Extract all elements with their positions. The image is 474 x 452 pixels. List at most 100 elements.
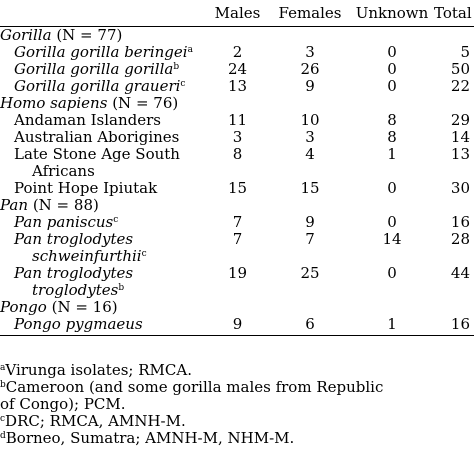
- males-cell: 15: [227, 179, 248, 197]
- total-cell: 44: [450, 264, 470, 282]
- taxon-label: Andaman Islanders: [0, 112, 205, 129]
- group-label: Pan (N = 88): [0, 197, 474, 214]
- footnote-line: of Congo); PCM.: [0, 396, 474, 413]
- taxon-label: Australian Aborigines: [0, 129, 205, 146]
- total-cell: 5: [460, 43, 470, 61]
- total-cell: 28: [450, 230, 470, 248]
- footnote: dBorneo, Sumatra; AMNH-M, NHM-M.: [0, 430, 474, 447]
- footnote: cDRC; RMCA, AMNH-M.: [0, 413, 474, 430]
- table-row: Pongo pygmaeus 9 6 1 16: [0, 316, 474, 336]
- group-count: (N = 77): [56, 26, 123, 44]
- footnote-marker: b: [118, 283, 125, 293]
- taxon-label: Gorilla gorilla beringeia: [0, 44, 205, 61]
- table-row: Andaman Islanders 11 10 8 29: [0, 112, 474, 129]
- taxon-name: Late Stone Age South: [14, 145, 180, 163]
- genus-name: Pongo: [0, 298, 47, 316]
- table-row: Late Stone Age South Africans 8 4 1 13: [0, 146, 474, 180]
- header-blank: [0, 0, 205, 27]
- males-cell: 9: [232, 315, 243, 333]
- females-cell: 26: [300, 60, 320, 78]
- group-label: Pongo (N = 16): [0, 299, 474, 316]
- footnote: bCameroon (and some gorilla males from R…: [0, 379, 474, 413]
- taxon-label: Gorilla gorilla graueric: [0, 78, 205, 95]
- unknown-cell: 1: [387, 315, 397, 333]
- males-cell: 3: [232, 128, 243, 146]
- footnote-marker: c: [141, 249, 147, 259]
- unknown-cell: 0: [387, 43, 397, 61]
- males-cell: 13: [227, 77, 248, 95]
- females-cell: 9: [305, 213, 315, 231]
- footnote-text: DRC; RMCA, AMNH-M.: [5, 412, 186, 430]
- unknown-cell: 1: [387, 145, 397, 163]
- males-cell: 8: [232, 145, 243, 163]
- table-row: Point Hope Ipiutak 15 15 0 30: [0, 180, 474, 197]
- header-row: Males Females Unknown Total: [0, 0, 474, 27]
- table-row: Gorilla gorilla gorillab 24 26 0 50: [0, 61, 474, 78]
- males-cell: 7: [232, 213, 243, 231]
- header-unknown: Unknown: [355, 3, 429, 22]
- females-cell: 25: [300, 264, 320, 282]
- unknown-cell: 14: [382, 230, 402, 248]
- females-cell: 9: [305, 77, 315, 95]
- header-total: Total: [434, 3, 472, 22]
- taxon-name: Pongo pygmaeus: [14, 315, 143, 333]
- taxon-name: Gorilla gorilla beringei: [14, 43, 188, 61]
- group-count: (N = 76): [112, 94, 179, 112]
- males-cell: 19: [227, 264, 248, 282]
- total-cell: 13: [450, 145, 470, 163]
- table-row: Pan troglodytes troglodytesb 19 25 0 44: [0, 265, 474, 299]
- unknown-cell: 0: [387, 213, 397, 231]
- footnote-line: cDRC; RMCA, AMNH-M.: [0, 413, 474, 430]
- group-row: Gorilla (N = 77): [0, 27, 474, 45]
- unknown-cell: 8: [387, 128, 397, 146]
- footnote-line: dBorneo, Sumatra; AMNH-M, NHM-M.: [0, 430, 474, 447]
- females-cell: 15: [300, 179, 320, 197]
- footnote-marker: a: [187, 45, 193, 55]
- footnote-line: bCameroon (and some gorilla males from R…: [0, 379, 474, 396]
- males-cell: 24: [227, 60, 248, 78]
- unknown-cell: 8: [387, 111, 397, 129]
- table-row: Australian Aborigines 3 3 8 14: [0, 129, 474, 146]
- table-body: Gorilla (N = 77) Gorilla gorilla beringei…: [0, 27, 474, 336]
- taxon-name: Pan troglodytes: [14, 264, 134, 282]
- taxon-label: Gorilla gorilla gorillab: [0, 61, 205, 78]
- genus-name: Gorilla: [0, 26, 52, 44]
- table-row: Gorilla gorilla beringeia 2 3 0 5: [0, 44, 474, 61]
- total-cell: 30: [450, 179, 470, 197]
- total-cell: 16: [450, 315, 470, 333]
- taxon-name-continued: troglodytes: [32, 281, 119, 299]
- footnote-mark: c: [0, 414, 6, 424]
- total-cell: 16: [450, 213, 470, 231]
- table-row: Pan paniscusc 7 9 0 16: [0, 214, 474, 231]
- footnote-mark: a: [0, 363, 6, 373]
- group-count: (N = 88): [32, 196, 99, 214]
- group-row: Homo sapiens (N = 76): [0, 95, 474, 112]
- unknown-cell: 0: [387, 77, 397, 95]
- header-females: Females: [278, 3, 342, 22]
- genus-name: Homo sapiens: [0, 94, 108, 112]
- females-cell: 3: [305, 128, 315, 146]
- footnote: aVirunga isolates; RMCA.: [0, 362, 474, 379]
- footnote-text: Borneo, Sumatra; AMNH-M, NHM-M.: [5, 429, 295, 447]
- females-cell: 4: [305, 145, 315, 163]
- total-cell: 14: [450, 128, 470, 146]
- taxon-name: Andaman Islanders: [14, 111, 162, 129]
- footnote-mark: b: [0, 380, 6, 390]
- taxon-label: Pan troglodytes schweinfurthiic: [0, 231, 205, 265]
- females-cell: 7: [305, 230, 315, 248]
- taxon-name: Pan troglodytes: [14, 230, 134, 248]
- group-label: Gorilla (N = 77): [0, 27, 474, 45]
- group-count: (N = 16): [51, 298, 118, 316]
- taxon-name-continued: Africans: [32, 162, 95, 180]
- footnote-text: of Congo); PCM.: [0, 395, 126, 413]
- taxon-label: Point Hope Ipiutak: [0, 180, 205, 197]
- group-label: Homo sapiens (N = 76): [0, 95, 474, 112]
- females-cell: 3: [305, 43, 315, 61]
- footnote-marker: c: [113, 215, 119, 225]
- header-males: Males: [214, 3, 261, 22]
- footnotes: aVirunga isolates; RMCA. bCameroon (and s…: [0, 362, 474, 447]
- taxon-name: Gorilla gorilla graueri: [14, 77, 181, 95]
- group-row: Pan (N = 88): [0, 197, 474, 214]
- males-cell: 7: [232, 230, 243, 248]
- footnote-line: aVirunga isolates; RMCA.: [0, 362, 474, 379]
